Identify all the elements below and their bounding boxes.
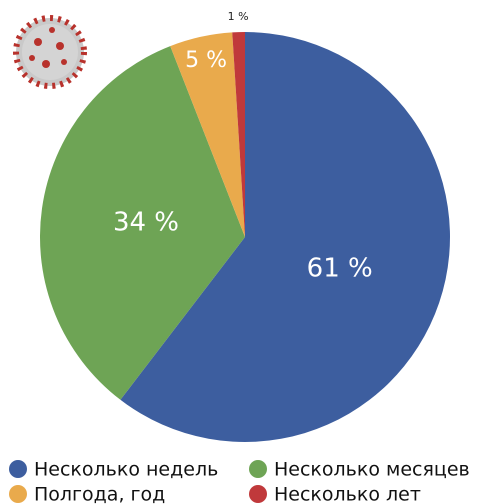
legend-label: Несколько лет: [274, 484, 421, 504]
legend-label: Полгода, год: [34, 484, 165, 504]
slice-label: 1 %: [228, 10, 249, 23]
pie-slice: [120, 32, 451, 442]
pie-slice: [232, 32, 245, 237]
pie-slice: [40, 46, 246, 400]
slice-label: 34 %: [113, 208, 179, 238]
pie-slice: [170, 32, 245, 238]
legend-swatch: [249, 485, 267, 503]
legend-swatch: [249, 460, 267, 478]
virus-icon: [13, 15, 87, 89]
slice-label: 61 %: [307, 254, 373, 284]
legend-swatch: [9, 485, 27, 503]
legend-label: Несколько месяцев: [274, 459, 470, 481]
slice-label: 5 %: [185, 48, 227, 73]
legend-swatch: [9, 460, 27, 478]
legend-label: Несколько недель: [34, 459, 218, 481]
